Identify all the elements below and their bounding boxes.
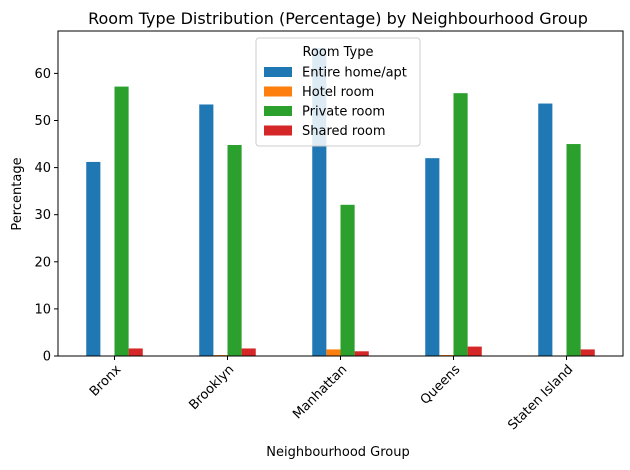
legend-swatch	[264, 86, 292, 97]
x-tick-label: Brooklyn	[186, 362, 237, 413]
x-ticks: Bronx Brooklyn Manhattan Queens Staten Islan…	[87, 356, 576, 433]
bar	[114, 86, 129, 356]
series-3	[128, 346, 595, 356]
x-tick-label: Bronx	[87, 362, 125, 400]
bar	[340, 204, 355, 356]
bar	[128, 348, 143, 356]
bar	[199, 104, 214, 356]
y-tick-label: 0	[43, 350, 51, 365]
bar	[354, 351, 369, 356]
legend-swatch	[264, 125, 292, 136]
bar	[326, 349, 341, 356]
bar	[425, 158, 440, 356]
legend-items: Entire home/apt Hotel room Private room Sha…	[264, 66, 407, 139]
legend-box	[255, 37, 421, 147]
y-tick-label: 30	[34, 208, 51, 223]
y-tick-label: 50	[34, 114, 51, 129]
legend-label: Hotel room	[302, 85, 374, 100]
bar	[227, 144, 242, 356]
x-tick-label: Staten Island	[505, 362, 576, 433]
y-tick-label: 20	[34, 255, 51, 270]
bar	[86, 161, 101, 356]
legend: Room Type Entire home/apt Hotel room Priva…	[255, 37, 421, 147]
bar	[538, 103, 553, 356]
y-axis-label: Percentage	[10, 157, 25, 230]
legend-swatch	[264, 67, 292, 77]
bar	[580, 349, 595, 356]
legend-label: Private room	[302, 105, 385, 120]
bars-layer	[86, 47, 595, 357]
y-ticks: 0 10 20 30 40 50 60	[34, 67, 58, 365]
x-axis-label: Neighbourhood Group	[266, 445, 410, 460]
bar	[241, 348, 256, 356]
chart-title: Room Type Distribution (Percentage) by N…	[88, 9, 588, 28]
y-tick-label: 40	[34, 161, 51, 176]
series-2	[114, 86, 581, 357]
y-tick-label: 10	[34, 302, 51, 317]
legend-swatch	[264, 106, 292, 116]
bar	[467, 346, 482, 356]
y-tick-label: 60	[34, 67, 51, 82]
bar	[566, 144, 581, 356]
legend-title: Room Type	[302, 45, 373, 60]
legend-label: Shared room	[302, 124, 386, 139]
x-tick-label: Manhattan	[290, 362, 350, 422]
legend-label: Entire home/apt	[302, 66, 407, 81]
x-tick-label: Queens	[418, 362, 464, 408]
bar	[453, 93, 468, 357]
